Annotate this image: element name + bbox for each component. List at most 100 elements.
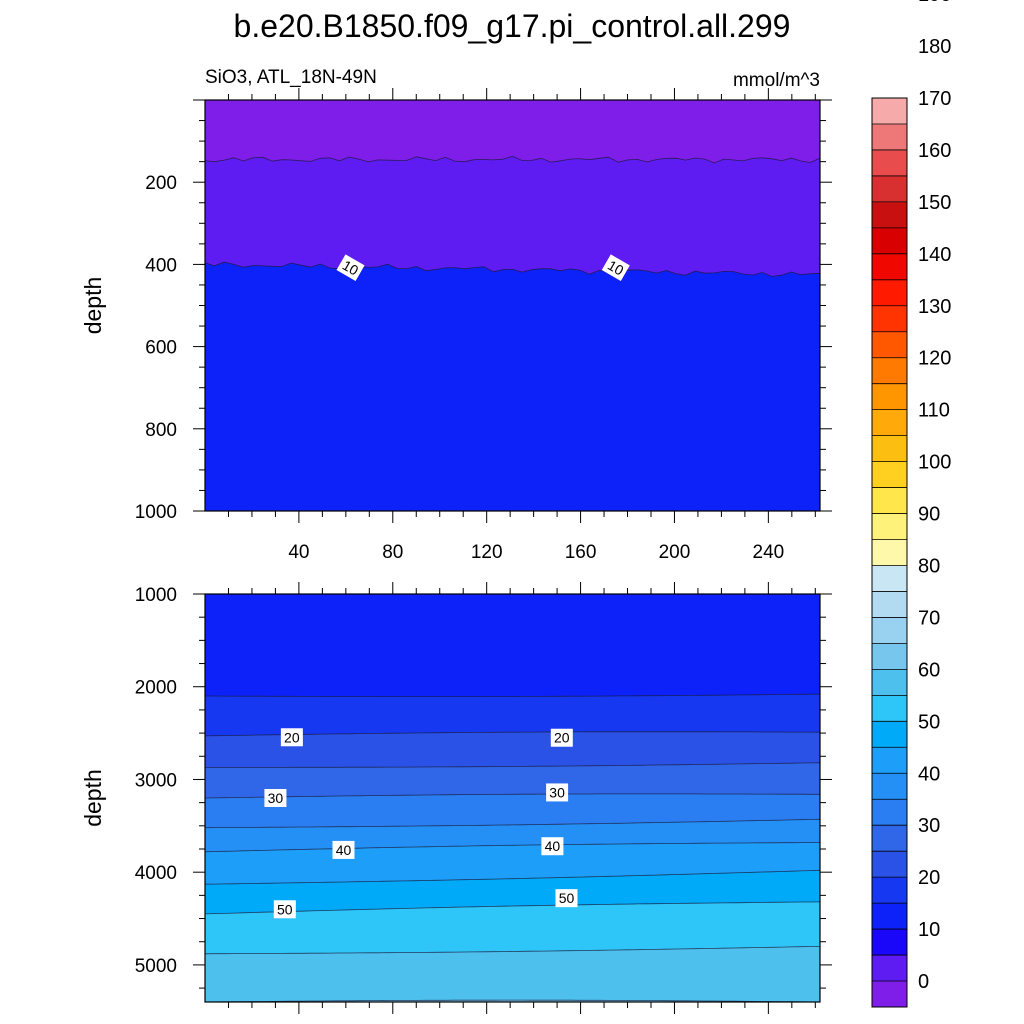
figure-title: b.e20.B1850.f09_g17.pi_control.all.299	[234, 8, 791, 44]
contour-label-box	[280, 728, 303, 747]
contour-line	[204, 731, 821, 737]
colorbar-label: 180	[918, 36, 951, 58]
contour-label-text: 50	[277, 901, 293, 917]
lower-depth-section-panel: 1000 2000 3000 4000 5000 depth 20 20 30 30 40 40 50 5…	[80, 582, 832, 1014]
colorbar-label: 140	[918, 244, 951, 266]
contour-label-box	[336, 254, 365, 281]
contour-label-box	[555, 889, 578, 908]
colorbar-swatch	[872, 929, 907, 956]
contour-label-text: 50	[559, 890, 575, 906]
contour-label: 20	[280, 728, 303, 747]
colorbar-label: 50	[918, 711, 940, 733]
colorbar-label: 160	[918, 140, 951, 162]
colorbar-label: 120	[918, 348, 951, 370]
colorbar-swatch	[872, 903, 907, 930]
contour-label-box	[550, 728, 573, 747]
contour-label: 10	[336, 254, 365, 281]
colorbar-label: 90	[918, 504, 940, 526]
contour-line	[205, 762, 821, 768]
contour-label: 50	[273, 900, 296, 919]
colorbar-label: 20	[918, 867, 940, 889]
contour-label-text: 30	[549, 784, 565, 800]
x-tick-label: 40	[288, 542, 309, 563]
colorbar-label: 0	[918, 971, 929, 993]
y-tick-label: 1000	[135, 502, 177, 523]
colorbar-swatch	[872, 357, 907, 385]
contour-label-text: 30	[268, 790, 284, 806]
contour-label: 40	[332, 840, 355, 859]
colorbar-swatch	[872, 487, 907, 514]
contour-line	[204, 155, 821, 164]
colorbar-label: 40	[918, 763, 940, 785]
x-tick-label: 200	[659, 542, 691, 563]
contour-label-text: 20	[554, 730, 570, 746]
x-tick-label: 160	[565, 542, 597, 563]
contour-line	[204, 261, 821, 277]
contour-band	[205, 262, 820, 511]
x-tick-label: 120	[471, 542, 503, 563]
contour-line	[204, 869, 821, 885]
colorbar-swatch	[872, 799, 907, 826]
y-tick-label: 5000	[135, 956, 177, 977]
colorbar-label: 110	[918, 400, 950, 422]
colorbar-swatch	[872, 409, 907, 437]
colorbar-swatch	[872, 617, 907, 644]
colorbar-swatch	[872, 149, 907, 177]
colorbar-swatch	[872, 331, 907, 359]
x-tick-label: 80	[382, 542, 403, 563]
contour-line	[204, 793, 820, 799]
contour-label-text: 10	[340, 257, 362, 279]
colorbar-label: 150	[918, 192, 951, 214]
contour-label-text: 20	[284, 729, 300, 745]
y-tick-label: 600	[145, 338, 177, 359]
colorbar-swatch	[872, 643, 907, 670]
colorbar-swatch	[872, 877, 907, 904]
contour-label-box	[264, 789, 287, 807]
contour-label-text: 40	[545, 838, 561, 854]
y-tick-label: 2000	[135, 678, 177, 699]
colorbar-swatch	[872, 825, 907, 852]
colorbar-swatch	[872, 98, 907, 125]
colorbar-swatch	[872, 747, 907, 774]
contour-label: 30	[546, 783, 569, 802]
contour-label-box	[546, 783, 569, 802]
y-tick-label: 3000	[135, 770, 177, 791]
y-tick-label: 400	[145, 255, 177, 276]
y-axis-title: depth	[80, 769, 106, 827]
colorbar-swatch	[872, 591, 907, 618]
colorbar-swatch	[872, 981, 907, 1008]
plot-frame	[204, 593, 821, 1003]
y-tick-label: 4000	[135, 863, 177, 884]
y-tick-label: 800	[145, 420, 177, 441]
panel-variable-label: SiO3, ATL_18N-49N	[205, 67, 377, 88]
contour-label: 40	[541, 837, 564, 856]
x-tick-label: 240	[753, 542, 785, 563]
colorbar-swatch	[872, 513, 907, 540]
y-tick-label: 200	[145, 173, 177, 194]
colorbar-label: 190	[918, 0, 951, 6]
contour-line	[204, 842, 821, 853]
colorbar-swatch	[872, 305, 907, 333]
colorbar-swatch	[872, 539, 907, 566]
colorbar-swatch	[872, 253, 907, 281]
contour-label-box	[332, 840, 355, 859]
colorbar-swatch	[872, 383, 907, 411]
colorbar-label: 130	[918, 296, 951, 318]
colorbar-swatch	[872, 435, 907, 462]
contour-line	[205, 693, 821, 697]
upper-depth-section-panel: 40 80 120 160 200 240 200 400 600 800 1000 depth 10 1…	[80, 88, 832, 563]
colorbar-swatch	[872, 851, 907, 878]
colorbar-label: 100	[918, 452, 951, 474]
contour-line	[204, 818, 821, 829]
colorbar-swatch	[872, 773, 907, 800]
colorbar-swatch	[872, 279, 907, 307]
colorbar-swatch	[872, 201, 907, 229]
panel-units-label: mmol/m^3	[733, 70, 820, 91]
colorbar-label: 10	[918, 919, 940, 941]
contour-label-box	[601, 254, 630, 281]
colorbar-label: 60	[918, 659, 940, 681]
contour-label-text: 40	[336, 842, 352, 858]
contour-line	[204, 999, 821, 1003]
